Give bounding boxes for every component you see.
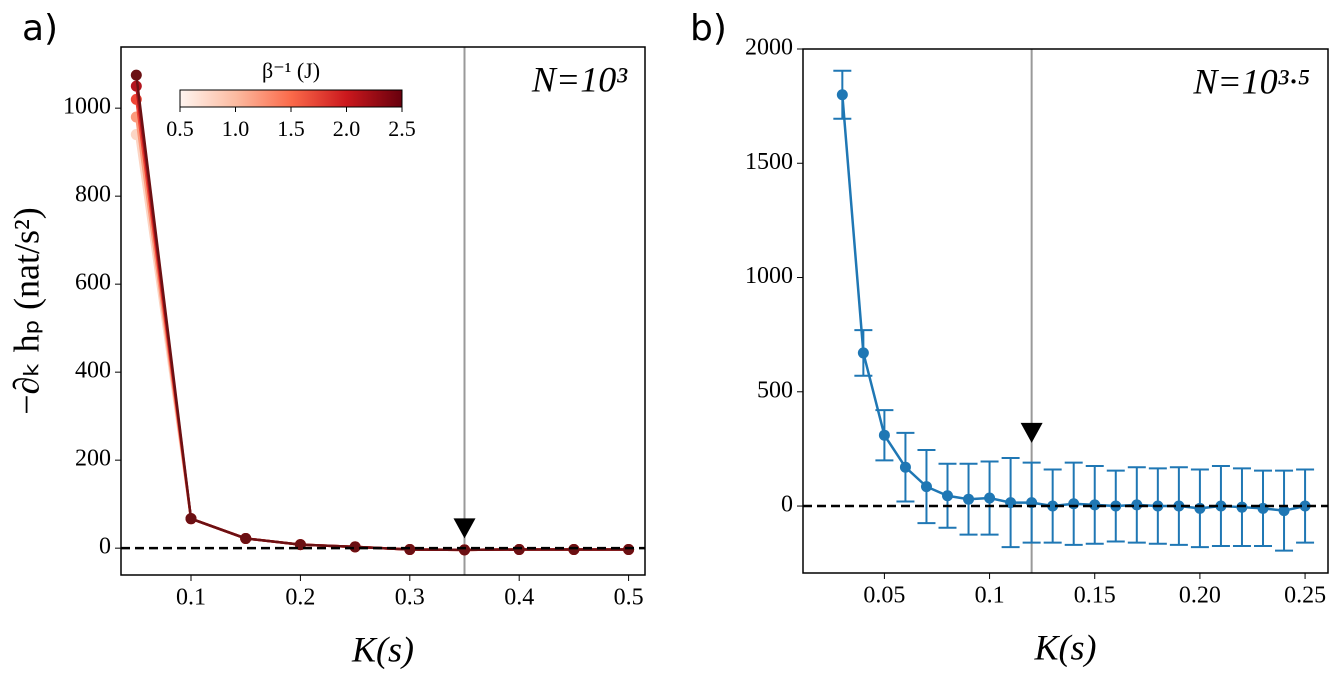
x-tick-label: 0.2 xyxy=(285,585,315,611)
point xyxy=(1089,499,1101,511)
y-tick-label: 1500 xyxy=(745,149,793,175)
point xyxy=(899,461,911,473)
x-tick-label: 0.05 xyxy=(863,583,905,609)
point xyxy=(623,543,635,555)
arrow-marker xyxy=(453,518,476,539)
y-tick-label: 2000 xyxy=(745,35,793,61)
point xyxy=(513,543,525,555)
annotation: N=10³·⁵ xyxy=(1192,61,1310,101)
x-tick-label: 0.3 xyxy=(395,585,425,611)
point xyxy=(920,481,932,493)
series-line xyxy=(135,75,629,552)
series-line xyxy=(135,86,629,552)
colorbar-label: β⁻¹ (J) xyxy=(262,58,320,83)
x-axis-label: K(s) xyxy=(351,629,414,669)
point xyxy=(458,544,470,556)
point xyxy=(1278,505,1290,517)
plot-area xyxy=(803,49,1328,573)
point xyxy=(984,492,996,504)
point xyxy=(240,532,252,544)
colorbar-tick-label: 2.5 xyxy=(388,116,416,141)
colorbar-tick-label: 1.0 xyxy=(222,116,250,141)
point xyxy=(185,513,197,525)
point xyxy=(857,347,869,359)
x-tick-label: 0.5 xyxy=(614,585,644,611)
point xyxy=(1173,500,1185,512)
point xyxy=(404,543,416,555)
colorbar xyxy=(179,89,403,108)
series-line xyxy=(135,99,629,552)
series-line xyxy=(135,134,629,552)
point xyxy=(130,69,142,81)
y-tick-label: 0 xyxy=(781,492,793,518)
series-line xyxy=(841,94,1306,512)
point xyxy=(1194,502,1206,514)
colorbar-tick-label: 0.5 xyxy=(166,116,194,141)
point xyxy=(836,89,848,101)
plot-frame xyxy=(120,46,646,576)
point xyxy=(1299,500,1311,512)
x-tick-label: 0.20 xyxy=(1179,583,1221,609)
plot-area xyxy=(121,47,645,575)
point xyxy=(1131,499,1143,511)
x-axis-label: K(s) xyxy=(1034,627,1097,667)
panel-label: b) xyxy=(690,8,727,49)
colorbar-tick-label: 2.0 xyxy=(333,116,361,141)
point xyxy=(878,429,890,441)
x-tick-label: 0.15 xyxy=(1074,583,1116,609)
annotation: N=10³ xyxy=(531,59,628,99)
y-tick-label: 400 xyxy=(75,358,111,384)
y-tick-label: 600 xyxy=(75,270,111,296)
point xyxy=(963,493,975,505)
y-tick-label: 200 xyxy=(75,446,111,472)
y-tick-label: 500 xyxy=(757,377,793,403)
point xyxy=(568,543,580,555)
y-tick-label: 1000 xyxy=(63,94,111,120)
colorbar-tick-label: 1.5 xyxy=(277,116,305,141)
x-tick-label: 0.25 xyxy=(1284,583,1326,609)
point xyxy=(1047,500,1059,512)
x-tick-label: 0.1 xyxy=(975,583,1005,609)
point xyxy=(349,541,361,553)
point xyxy=(1215,500,1227,512)
y-axis-label: −∂ₖ hₚ (nat/s²) xyxy=(6,207,46,415)
point xyxy=(1068,498,1080,510)
y-tick-label: 1000 xyxy=(745,263,793,289)
point xyxy=(942,490,954,502)
panel-label: a) xyxy=(22,8,58,49)
x-tick-label: 0.4 xyxy=(504,585,534,611)
x-tick-label: 0.1 xyxy=(176,585,206,611)
y-tick-label: 0 xyxy=(99,534,111,560)
y-tick-label: 800 xyxy=(75,182,111,208)
series-line xyxy=(135,116,629,552)
point xyxy=(1257,502,1269,514)
arrow-marker xyxy=(1020,422,1043,443)
plot-frame xyxy=(802,48,1329,574)
